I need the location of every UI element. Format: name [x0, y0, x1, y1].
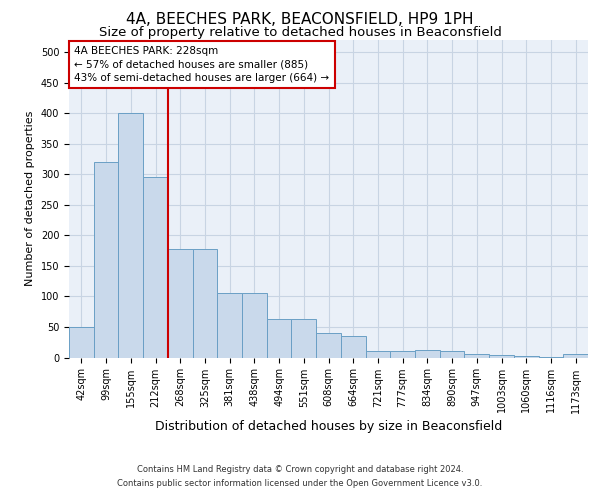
Y-axis label: Number of detached properties: Number of detached properties	[25, 111, 35, 286]
Bar	[365, 352, 390, 358]
Bar	[143, 178, 168, 358]
Bar	[316, 333, 341, 357]
Text: Contains HM Land Registry data © Crown copyright and database right 2024.
Contai: Contains HM Land Registry data © Crown c…	[118, 466, 482, 487]
Bar	[69, 327, 94, 358]
Bar	[341, 336, 365, 357]
X-axis label: Distribution of detached houses by size in Beaconsfield: Distribution of detached houses by size …	[155, 420, 502, 432]
Bar	[563, 354, 588, 358]
Bar	[415, 350, 440, 358]
Bar	[440, 352, 464, 358]
Bar	[539, 357, 563, 358]
Bar	[242, 294, 267, 358]
Bar	[489, 355, 514, 358]
Bar	[168, 249, 193, 358]
Text: 4A BEECHES PARK: 228sqm
← 57% of detached houses are smaller (885)
43% of semi-d: 4A BEECHES PARK: 228sqm ← 57% of detache…	[74, 46, 329, 83]
Bar	[118, 114, 143, 358]
Bar	[267, 319, 292, 358]
Text: Size of property relative to detached houses in Beaconsfield: Size of property relative to detached ho…	[98, 26, 502, 39]
Bar	[514, 356, 539, 358]
Bar	[464, 354, 489, 358]
Bar	[292, 319, 316, 358]
Text: 4A, BEECHES PARK, BEACONSFIELD, HP9 1PH: 4A, BEECHES PARK, BEACONSFIELD, HP9 1PH	[126, 12, 474, 28]
Bar	[193, 249, 217, 358]
Bar	[94, 162, 118, 358]
Bar	[390, 352, 415, 358]
Bar	[217, 294, 242, 358]
